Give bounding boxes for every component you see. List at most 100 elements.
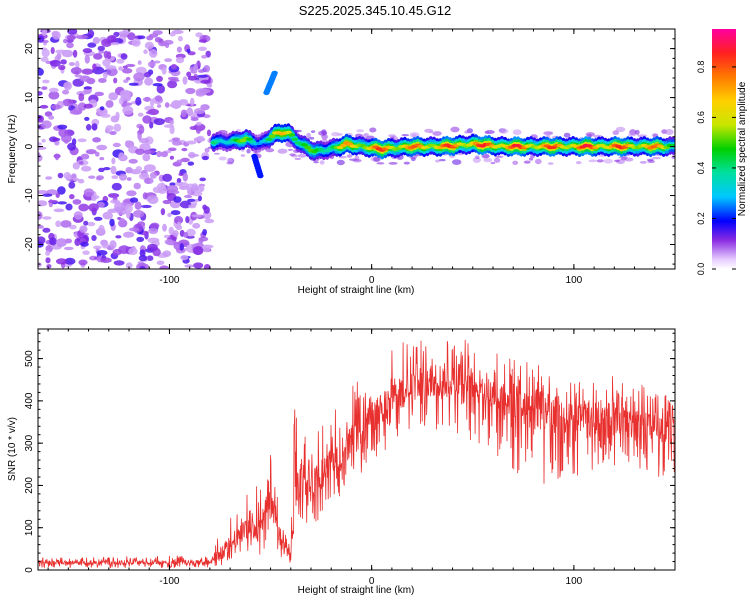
noise-blob	[142, 97, 152, 102]
ridge-haze	[226, 161, 234, 165]
noise-blob	[204, 147, 210, 153]
noise-blob	[185, 216, 190, 224]
noise-blob	[96, 201, 105, 208]
ridge-haze	[628, 133, 637, 137]
noise-blob	[93, 53, 103, 60]
noise-blob	[48, 87, 59, 93]
noise-blob	[135, 96, 142, 106]
noise-blob	[198, 39, 208, 43]
noise-blob	[128, 82, 139, 86]
noise-blob	[187, 75, 198, 81]
noise-blob	[79, 161, 84, 165]
ridge-haze	[218, 156, 227, 161]
y-tick-label: 400	[24, 392, 35, 409]
y-tick-label: -20	[24, 237, 35, 252]
noise-blob	[38, 225, 44, 229]
noise-blob	[170, 210, 181, 216]
noise-blob	[41, 120, 52, 129]
ridge-haze	[227, 157, 233, 163]
noise-blob	[203, 65, 211, 73]
noise-blob	[57, 201, 67, 205]
ridge-haze	[483, 158, 493, 163]
noise-blob	[92, 37, 100, 44]
noise-blob	[49, 237, 57, 246]
ridge-haze	[512, 129, 522, 136]
noise-blob	[113, 77, 118, 84]
noise-blob	[157, 182, 166, 190]
noise-blob	[115, 235, 122, 239]
noise-blob	[77, 102, 87, 111]
noise-blob	[191, 185, 199, 192]
noise-blob	[103, 50, 109, 59]
noise-blob	[181, 147, 188, 152]
ridge-haze	[472, 157, 481, 163]
noise-blob	[75, 60, 80, 69]
noise-blob	[98, 78, 107, 83]
ridge-haze	[646, 158, 654, 162]
noise-blob	[57, 172, 64, 179]
noise-blob	[137, 60, 142, 65]
noise-blob	[141, 204, 152, 209]
noise-blob	[103, 167, 111, 171]
noise-blob	[129, 197, 139, 203]
noise-blob	[126, 190, 137, 197]
noise-blob	[190, 117, 199, 121]
noise-blob	[60, 220, 72, 228]
noise-blob	[105, 100, 114, 108]
ridge-haze	[639, 161, 648, 164]
noise-blob	[139, 249, 146, 257]
ridge-haze	[240, 154, 246, 157]
ridge-haze	[450, 126, 460, 133]
noise-blob	[39, 104, 49, 109]
noise-blob	[161, 67, 167, 75]
noise-blob	[106, 67, 118, 77]
noise-blob	[201, 55, 208, 59]
noise-blob	[162, 199, 172, 205]
ridge-haze	[618, 155, 628, 159]
noise-blob	[169, 125, 175, 135]
ridge-haze	[287, 148, 294, 151]
noise-blob	[118, 66, 123, 71]
noise-blob	[134, 201, 142, 210]
noise-blob	[176, 46, 182, 53]
noise-blob	[61, 133, 72, 143]
noise-blob	[166, 185, 179, 193]
noise-blob	[52, 137, 61, 142]
noise-blob	[199, 185, 205, 192]
noise-blob	[178, 172, 184, 176]
noise-blob	[175, 56, 185, 64]
noise-blob	[139, 266, 146, 269]
ridge-haze	[388, 162, 398, 165]
noise-blob	[159, 265, 169, 269]
noise-blob	[135, 166, 143, 172]
noise-blob	[176, 159, 183, 165]
noise-blob	[69, 109, 82, 115]
noise-blob	[169, 103, 178, 108]
noise-blob	[40, 47, 48, 51]
noise-blob	[55, 49, 67, 54]
noise-blob	[98, 50, 105, 54]
snr-chart: -100 0 100 0 100 200 300 400 500 Height of strai…	[7, 328, 676, 596]
noise-blob	[198, 237, 204, 244]
noise-blob	[78, 259, 88, 266]
ridge-haze	[336, 159, 345, 166]
noise-blob	[41, 86, 48, 90]
noise-blob	[193, 246, 204, 256]
noise-blob	[91, 196, 97, 201]
ridge-haze	[464, 130, 470, 134]
ridge-haze	[563, 132, 571, 138]
ridge-haze	[664, 129, 674, 135]
noise-blob	[109, 218, 115, 227]
noise-blob	[80, 153, 90, 160]
noise-blob	[122, 68, 133, 74]
noise-blob	[55, 220, 62, 228]
noise-blob	[202, 204, 207, 210]
noise-blob	[163, 124, 175, 128]
ridge-haze	[523, 160, 531, 164]
noise-blob	[45, 176, 53, 180]
noise-blob	[146, 255, 154, 261]
noise-blob	[69, 224, 77, 230]
ridge-haze	[651, 156, 661, 160]
noise-blob	[154, 95, 163, 102]
noise-blob	[196, 121, 202, 126]
